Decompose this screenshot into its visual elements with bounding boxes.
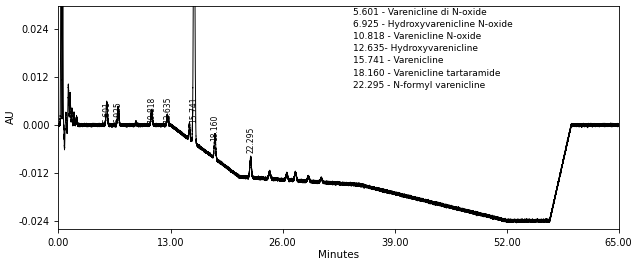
- Text: 15.741: 15.741: [189, 97, 198, 123]
- Text: 10.818: 10.818: [147, 97, 156, 123]
- Text: 18.160: 18.160: [211, 115, 219, 141]
- Text: 12.635: 12.635: [163, 97, 172, 123]
- Text: 22.295: 22.295: [246, 127, 255, 153]
- Text: 5.601: 5.601: [102, 101, 111, 123]
- Text: 5.601 - Varenicline di N-oxide
6.925 - Hydroxyvarenicline N-oxide
10.818 - Varen: 5.601 - Varenicline di N-oxide 6.925 - H…: [353, 8, 512, 90]
- Text: 6.925: 6.925: [114, 101, 122, 123]
- X-axis label: Minutes: Minutes: [318, 251, 359, 260]
- Y-axis label: AU: AU: [6, 110, 15, 124]
